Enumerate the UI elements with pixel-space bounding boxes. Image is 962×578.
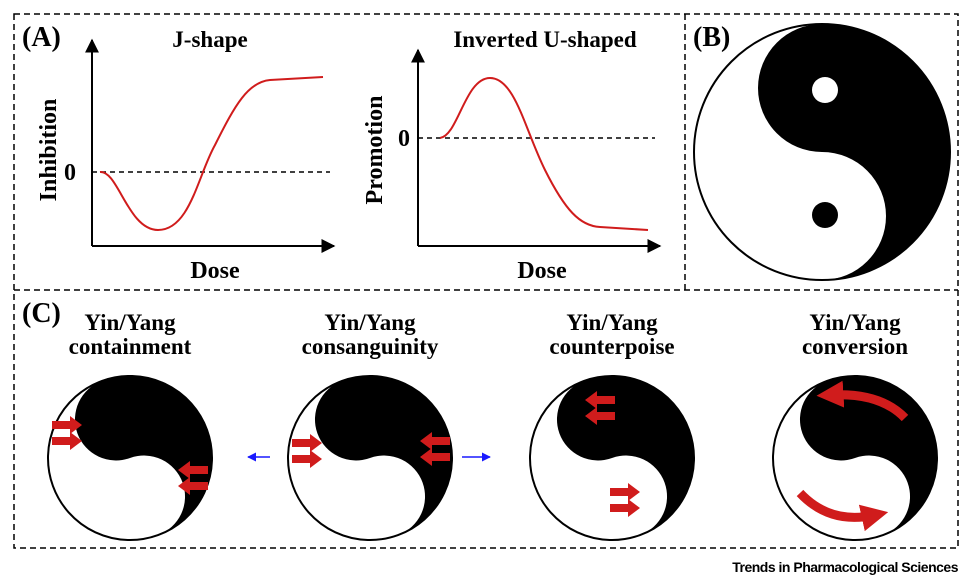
yang bbox=[75, 376, 212, 536]
yin-yang bbox=[772, 375, 938, 541]
item-title: consanguinity bbox=[302, 334, 439, 359]
yang bbox=[315, 376, 452, 536]
panel-label: (C) bbox=[22, 298, 61, 329]
item-title: Yin/Yang bbox=[84, 310, 176, 335]
red-arrow bbox=[52, 416, 82, 434]
panel-borders bbox=[13, 13, 959, 549]
red-curved-arrow bbox=[796, 489, 889, 532]
item-title: containment bbox=[69, 334, 192, 359]
red-arrow bbox=[178, 477, 208, 495]
yin-yang bbox=[693, 23, 951, 281]
red-arrow bbox=[178, 461, 208, 479]
red-arrow bbox=[585, 391, 615, 409]
red-arrow bbox=[292, 450, 322, 468]
yin-yang bbox=[287, 375, 453, 541]
zero-lines bbox=[92, 137, 655, 173]
red-arrow bbox=[420, 448, 450, 466]
curve bbox=[439, 76, 649, 231]
item-title: Yin/Yang bbox=[566, 310, 658, 335]
x-label: Dose bbox=[190, 258, 240, 284]
curve bbox=[99, 76, 324, 232]
red-arrow bbox=[420, 432, 450, 450]
footer: Trends in Pharmacological Sciences bbox=[732, 559, 958, 575]
plot-title: Inverted U-shaped bbox=[453, 27, 637, 52]
zero-label: 0 bbox=[398, 126, 410, 152]
item-title: Yin/Yang bbox=[809, 310, 901, 335]
item-title: counterpoise bbox=[549, 334, 674, 359]
y-label: Promotion bbox=[362, 96, 388, 205]
panel-label: (B) bbox=[693, 22, 730, 53]
red-arrow bbox=[292, 434, 322, 452]
zero-label: 0 bbox=[64, 160, 76, 186]
plot-title: J-shape bbox=[172, 27, 247, 52]
red-arrow bbox=[585, 407, 615, 425]
yin-yang bbox=[529, 375, 695, 541]
x-label: Dose bbox=[517, 258, 567, 284]
red-curved-arrow bbox=[816, 380, 909, 422]
red-arrow bbox=[52, 432, 82, 450]
item-title: Yin/Yang bbox=[324, 310, 416, 335]
axes bbox=[85, 38, 662, 253]
red-arrow bbox=[610, 483, 640, 501]
red-arrow bbox=[610, 499, 640, 517]
item-title: conversion bbox=[802, 334, 908, 359]
panel-label: (A) bbox=[22, 22, 61, 53]
yin-yang bbox=[47, 375, 213, 541]
y-label: Inhibition bbox=[36, 99, 62, 202]
